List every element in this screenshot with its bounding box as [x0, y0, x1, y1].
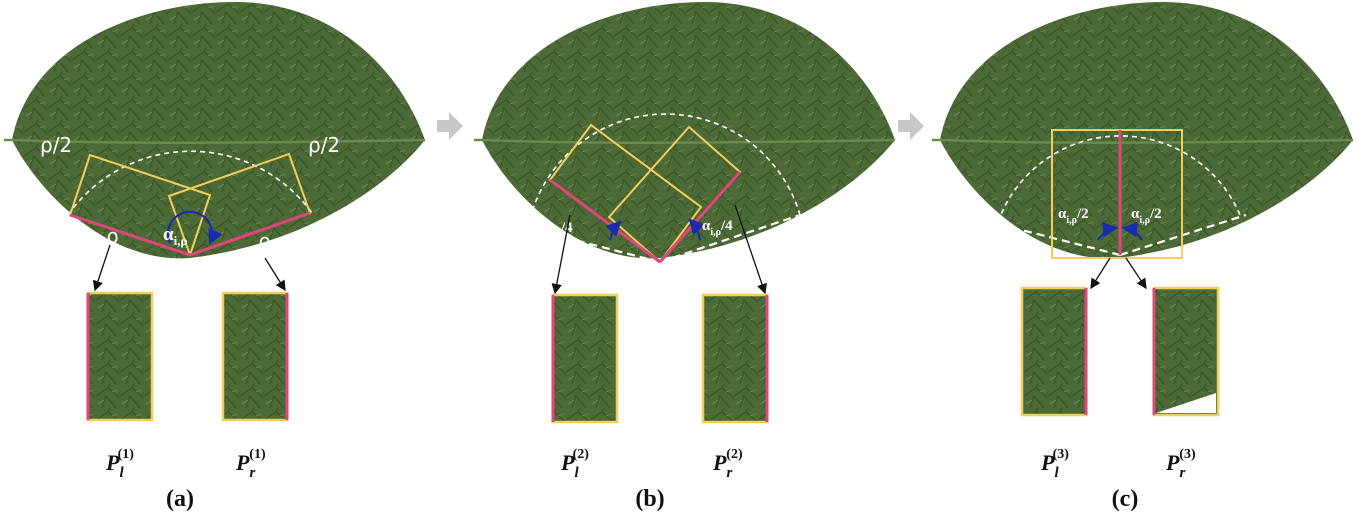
leaf — [12, 2, 425, 258]
patch — [1022, 288, 1086, 415]
patch-superscript: (1) — [118, 447, 135, 462]
angle-subscript: i,ρ — [1139, 215, 1150, 226]
patch-superscript: (3) — [1179, 447, 1196, 462]
panel-label: (a) — [166, 486, 194, 512]
panel-label: (b) — [635, 486, 664, 512]
angle-suffix: /2 — [1149, 206, 1162, 222]
patch-superscript: (2) — [726, 447, 743, 462]
patch — [88, 293, 152, 420]
patch-subscript: r — [249, 465, 255, 481]
patch-superscript: (1) — [249, 447, 266, 462]
angle-subscript: i,ρ — [550, 229, 561, 240]
angle-subscript: i,ρ — [174, 233, 188, 248]
patch — [703, 295, 767, 422]
patch-symbol: P — [235, 450, 250, 475]
arrow — [1126, 258, 1146, 288]
arrow — [265, 258, 285, 290]
patch — [553, 295, 617, 422]
patch-subscript: l — [574, 465, 579, 481]
annotation: ρ — [106, 224, 119, 248]
angle-subscript: i,ρ — [1066, 215, 1077, 226]
angle-suffix: /2 — [1076, 206, 1089, 222]
patch-subscript: r — [726, 465, 732, 481]
patch-symbol: P — [1165, 450, 1180, 475]
patch-label: Pr (3) — [1165, 447, 1196, 481]
annotation: ρ/2 — [308, 133, 340, 157]
annotation: ρ — [258, 229, 271, 253]
patch — [223, 293, 287, 420]
figure: ρ/2ρ/2ρραi,ρPl(1)Pr(1)(a)αi,ρ/4αi,ρ/4Pl(… — [0, 0, 1369, 518]
panel: αi,ρ/4αi,ρ/4Pl(2)Pr(2)(b) — [474, 2, 895, 512]
patch-label: Pr (1) — [235, 447, 266, 481]
patch-label: Pl(2) — [560, 447, 589, 481]
patch-subscript: l — [119, 465, 124, 481]
patch-subscript: l — [1054, 465, 1059, 481]
patch-subscript: r — [1179, 465, 1185, 481]
patch-label: Pl(3) — [1040, 447, 1069, 481]
annotation: ρ/2 — [40, 133, 72, 157]
patch-superscript: (2) — [573, 447, 590, 462]
patch-label: Pl(1) — [105, 447, 134, 481]
angle-subscript: i,ρ — [710, 227, 721, 238]
angle-suffix: /4 — [720, 218, 733, 234]
patch-label: Pr (2) — [712, 447, 743, 481]
patch-symbol: P — [712, 450, 727, 475]
arrow — [1091, 258, 1110, 288]
arrow — [95, 245, 110, 290]
angle-symbol: α — [163, 224, 174, 245]
panel-label: (c) — [1112, 486, 1139, 512]
patch-superscript: (3) — [1053, 447, 1070, 462]
